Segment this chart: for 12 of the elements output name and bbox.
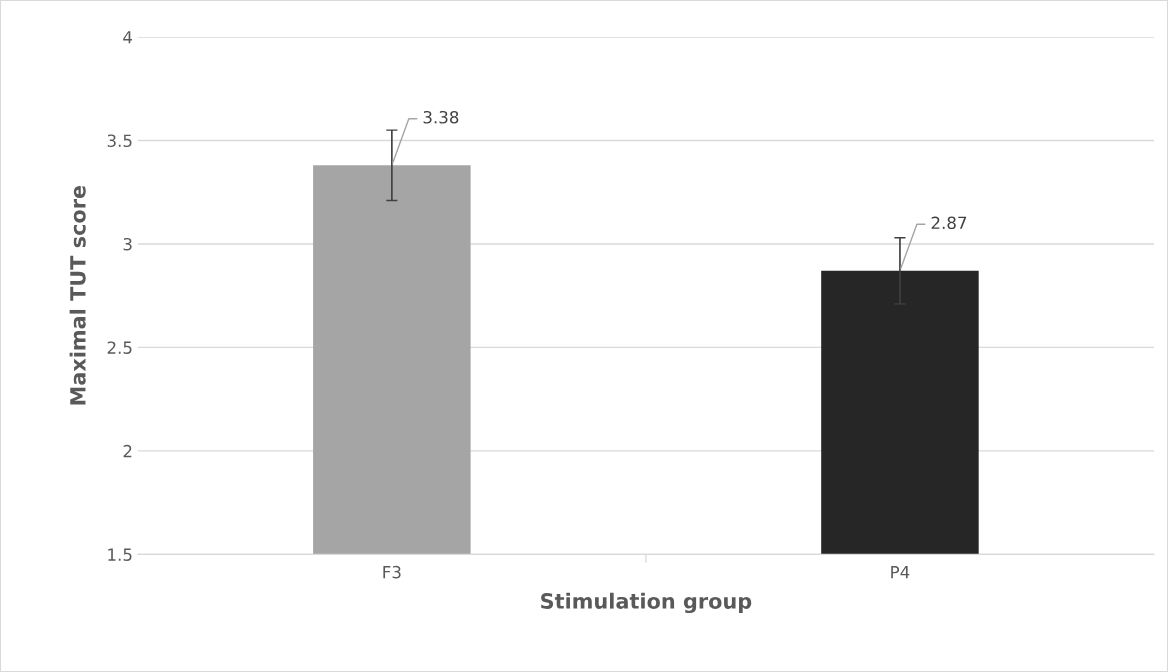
data-label: 3.38 xyxy=(423,110,459,124)
y-axis-title: Maximal TUT score xyxy=(69,185,86,405)
data-label: 2.87 xyxy=(931,216,967,230)
y-tick-label: 2.5 xyxy=(107,341,132,354)
y-tick-label: 2 xyxy=(123,444,132,458)
x-axis-title: Stimulation group xyxy=(541,592,752,614)
x-tick-label: P4 xyxy=(891,566,910,579)
x-tick-label: F3 xyxy=(383,565,401,579)
y-tick-label: 3.5 xyxy=(107,134,132,148)
y-tick-label: 1.5 xyxy=(108,548,132,561)
y-tick-label: 3 xyxy=(123,237,132,251)
y-tick-label: 4 xyxy=(123,31,133,44)
